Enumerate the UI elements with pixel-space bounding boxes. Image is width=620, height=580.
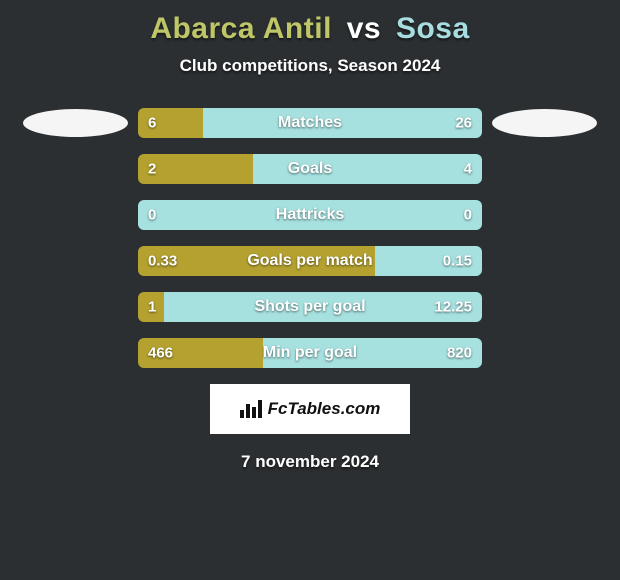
stat-row: 0 0 Hattricks [0,200,620,230]
stat-value-left: 0.33 [148,253,177,270]
stat-value-right: 4 [464,161,472,178]
subtitle: Club competitions, Season 2024 [0,56,620,76]
stat-label: Goals per match [247,252,372,270]
stat-row: 1 12.25 Shots per goal [0,292,620,322]
stat-value-right: 0.15 [443,253,472,270]
title-vs: vs [347,12,381,45]
stat-bar: 0.33 0.15 Goals per match [138,246,482,276]
stat-bar: 1 12.25 Shots per goal [138,292,482,322]
title-player1: Abarca Antil [150,12,332,45]
stat-bar: 0 0 Hattricks [138,200,482,230]
stat-row: 0.33 0.15 Goals per match [0,246,620,276]
stat-value-left: 2 [148,161,156,178]
player2-avatar [492,109,597,137]
stat-value-left: 0 [148,207,156,224]
bars-logo-icon [240,400,262,418]
stat-label: Hattricks [276,206,344,224]
comparison-chart: 6 26 Matches 2 4 Goals 0 0 Hattricks 0.33 0.15 Goal… [0,108,620,368]
stat-value-right: 26 [455,115,472,132]
stat-value-right: 0 [464,207,472,224]
stat-row: 466 820 Min per goal [0,338,620,368]
stat-bar: 466 820 Min per goal [138,338,482,368]
stat-label: Min per goal [263,344,357,362]
stat-bar: 6 26 Matches [138,108,482,138]
stat-value-right: 820 [447,345,472,362]
stat-row: 2 4 Goals [0,154,620,184]
stat-bar: 2 4 Goals [138,154,482,184]
stat-label: Matches [278,114,342,132]
bar-right-segment [203,108,483,138]
stat-value-right: 12.25 [434,299,472,316]
logo-box: FcTables.com [210,384,410,434]
stat-value-left: 6 [148,115,156,132]
date-line: 7 november 2024 [0,452,620,472]
stat-value-left: 1 [148,299,156,316]
stat-value-left: 466 [148,345,173,362]
stat-row: 6 26 Matches [0,108,620,138]
title-player2: Sosa [396,12,470,45]
page-title: Abarca Antil vs Sosa [0,0,620,46]
stat-label: Shots per goal [254,298,365,316]
player1-avatar [23,109,128,137]
logo-text: FcTables.com [268,399,381,419]
stat-label: Goals [288,160,332,178]
